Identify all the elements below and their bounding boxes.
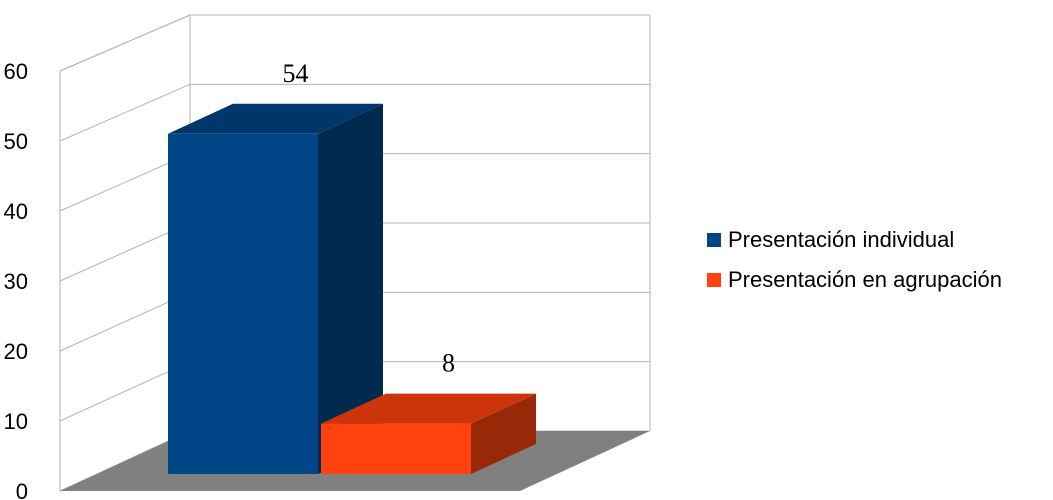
bar-front-face	[168, 133, 318, 475]
bar-2	[321, 393, 536, 474]
legend-swatch	[707, 273, 721, 287]
legend-item-1: Presentación individual	[707, 227, 954, 252]
bar-side-face	[318, 103, 383, 475]
y-tick-label: 20	[4, 339, 28, 364]
gridline-left-wall	[59, 83, 191, 142]
legend-item-2: Presentación en agrupación	[707, 267, 1002, 292]
data-label-2: 8	[442, 349, 455, 378]
y-tick-label: 60	[4, 59, 28, 84]
bar-1	[168, 103, 383, 475]
bar-front-face	[321, 423, 471, 474]
y-tick-label: 10	[4, 409, 28, 434]
legend-swatch	[707, 233, 721, 247]
y-tick-label: 40	[4, 199, 28, 224]
legend-label: Presentación individual	[728, 227, 954, 252]
legend-label: Presentación en agrupación	[728, 267, 1002, 292]
bar-top-face	[321, 393, 536, 424]
y-axis: 0 10 20 30 40 50 60	[4, 59, 28, 500]
bar-side-face	[471, 393, 536, 474]
legend: Presentación individual Presentación en a…	[707, 227, 1002, 292]
y-tick-label: 30	[4, 269, 28, 294]
data-label-1: 54	[283, 59, 309, 88]
gridline-left-wall	[59, 14, 191, 72]
data-labels: 54 8	[283, 59, 456, 378]
y-tick-label: 50	[4, 129, 28, 154]
y-tick-label: 0	[16, 479, 28, 500]
bar-top-face	[168, 103, 383, 134]
chart-bars	[168, 103, 536, 475]
